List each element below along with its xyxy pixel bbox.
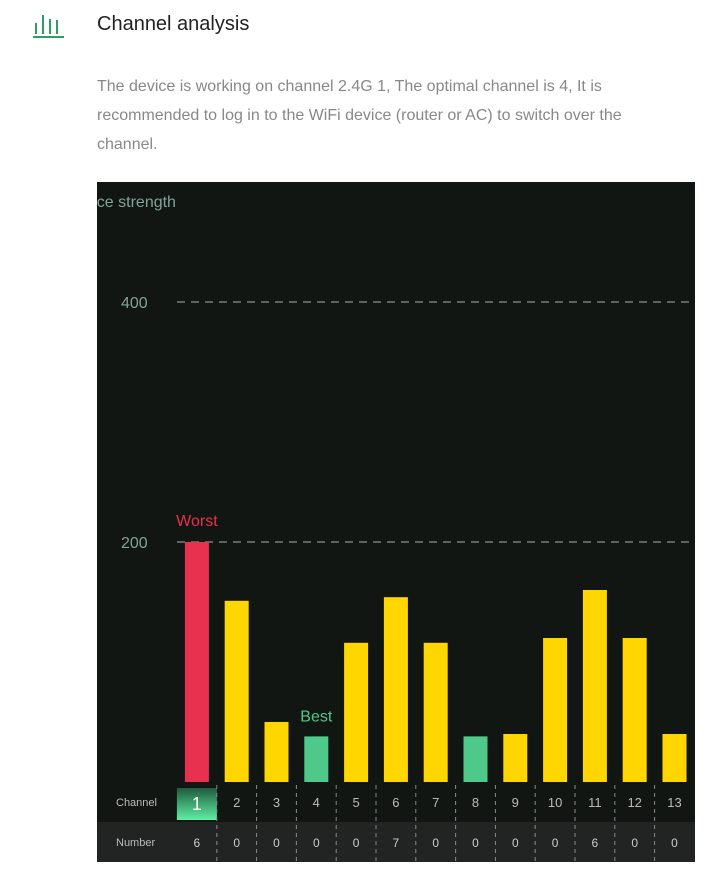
channel-label: 1 bbox=[192, 794, 202, 814]
number-row-label: Number bbox=[116, 837, 155, 849]
channel-label: 7 bbox=[432, 795, 439, 810]
number-value: 0 bbox=[472, 836, 479, 850]
bar-channel-13 bbox=[662, 734, 687, 782]
number-value: 0 bbox=[233, 836, 240, 850]
bar-chart-icon bbox=[33, 15, 64, 38]
channel-label: 3 bbox=[273, 795, 280, 810]
number-value: 0 bbox=[552, 836, 559, 850]
bar-channel-9 bbox=[503, 734, 528, 782]
channel-label: 8 bbox=[472, 795, 479, 810]
channel-label: 9 bbox=[512, 795, 519, 810]
y-tick-label: 200 bbox=[121, 535, 148, 552]
number-value: 0 bbox=[313, 836, 320, 850]
bar-channel-5 bbox=[344, 642, 369, 782]
chart-svg: ence strength200400ChannelNumber16203040… bbox=[97, 194, 695, 862]
bar-channel-11 bbox=[582, 590, 607, 782]
bar-channel-10 bbox=[543, 638, 568, 782]
channel-label: 6 bbox=[392, 795, 399, 810]
number-value: 0 bbox=[512, 836, 519, 850]
bar-channel-8 bbox=[463, 736, 488, 782]
channel-row-label: Channel bbox=[116, 797, 157, 809]
channel-description: The device is working on channel 2.4G 1,… bbox=[97, 78, 622, 153]
bar-channel-4 bbox=[304, 736, 329, 782]
number-value: 0 bbox=[432, 836, 439, 850]
worst-annotation: Worst bbox=[176, 513, 218, 530]
page-title: Channel analysis bbox=[97, 13, 250, 35]
y-tick-label: 400 bbox=[121, 295, 148, 312]
channel-label: 2 bbox=[233, 795, 240, 810]
bar-channel-2 bbox=[224, 600, 249, 782]
bar-channel-6 bbox=[383, 597, 408, 782]
channel-chart: ence strength200400ChannelNumber16203040… bbox=[97, 182, 695, 862]
current-channel-highlight bbox=[176, 788, 217, 820]
bar-channel-12 bbox=[622, 638, 647, 782]
channel-label: 5 bbox=[352, 795, 359, 810]
number-value: 0 bbox=[273, 836, 280, 850]
number-value: 7 bbox=[393, 836, 400, 850]
channel-label: 4 bbox=[313, 795, 320, 810]
bar-channel-3 bbox=[264, 722, 289, 782]
channel-label: 10 bbox=[548, 795, 562, 810]
best-annotation: Best bbox=[300, 708, 333, 725]
channel-label: 12 bbox=[627, 795, 641, 810]
number-value: 0 bbox=[671, 836, 678, 850]
y-axis-label: ence strength bbox=[97, 194, 176, 211]
channel-label: 13 bbox=[667, 795, 681, 810]
number-value: 0 bbox=[631, 836, 638, 850]
channel-label: 11 bbox=[588, 795, 602, 810]
number-value: 6 bbox=[194, 836, 201, 850]
number-value: 6 bbox=[592, 836, 599, 850]
bar-channel-7 bbox=[423, 642, 448, 782]
number-value: 0 bbox=[353, 836, 360, 850]
number-row-bg bbox=[97, 822, 695, 862]
bar-channel-1 bbox=[184, 542, 209, 782]
